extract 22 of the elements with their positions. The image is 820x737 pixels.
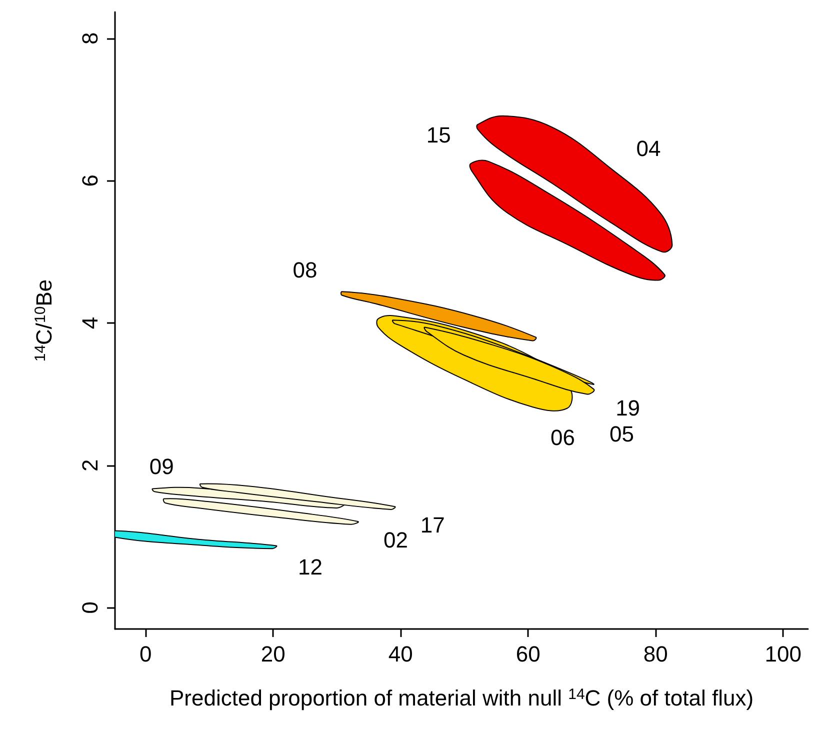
x-tick-label: 60 [516,642,540,666]
x-tick-label: 80 [643,642,668,666]
annotation: 17 [420,512,445,538]
y-tick-label: 4 [78,316,102,330]
x-tick-label: 100 [764,642,802,666]
y-tick-label: 6 [78,174,102,187]
y-tick-label: 8 [78,32,102,44]
y-tick-label: 0 [78,602,102,614]
annotation: 08 [292,258,318,282]
y-axis-title: 14C/10Be [32,279,56,362]
y-tick-label: 2 [78,459,102,472]
annotation: 04 [636,136,661,162]
annotation: 02 [383,527,408,552]
annotation: 12 [298,554,323,580]
x-tick-label: 40 [388,642,413,666]
annotation: 15 [426,122,451,148]
annotation: 09 [149,454,174,479]
x-tick-label: 20 [260,642,286,666]
annotation: 19 [616,396,640,421]
annotation: 05 [609,422,634,447]
annotation: 06 [550,425,576,450]
x-tick-label: 0 [139,642,152,666]
